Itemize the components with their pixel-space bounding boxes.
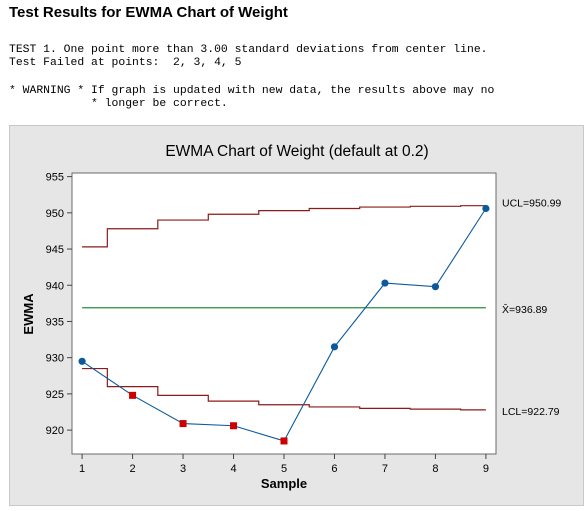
- plot-area: [71, 172, 497, 455]
- test-failed-points: Test Failed at points: 2, 3, 4, 5: [9, 57, 242, 69]
- ucl-line: [82, 205, 486, 248]
- data-point: [381, 279, 389, 287]
- ewma-chart: EWMA Chart of Weight (default at 0.2) 92…: [21, 143, 561, 491]
- failed-data-point: [179, 420, 187, 428]
- x-tick-label: 3: [180, 463, 186, 475]
- x-tick-label: 2: [130, 463, 136, 475]
- series-layer: [78, 204, 490, 445]
- warning-line-1: * WARNING * If graph is updated with new…: [9, 85, 495, 97]
- limit-layer: [82, 205, 486, 411]
- x-tick-label: 4: [230, 463, 236, 475]
- y-tick-label: 955: [46, 172, 64, 184]
- chart-title: EWMA Chart of Weight (default at 0.2): [165, 143, 428, 160]
- x-tick-label: 5: [281, 463, 287, 475]
- lcl-line: [82, 367, 486, 411]
- test-description: TEST 1. One point more than 3.00 standar…: [9, 44, 488, 56]
- y-tick-label: 950: [46, 208, 64, 220]
- tick-layer: 920 925 930 935 940 945 950 955 1 2 3 4 5 6 7 8 9: [46, 172, 489, 475]
- chart-panel: EWMA Chart of Weight (default at 0.2) 92…: [9, 125, 584, 506]
- x-tick-label: 6: [331, 463, 337, 475]
- failed-data-point: [230, 422, 238, 430]
- x-tick-label: 7: [382, 463, 388, 475]
- page-title: Test Results for EWMA Chart of Weight: [9, 4, 288, 21]
- ucl-label: UCL=950.99: [502, 198, 561, 210]
- data-point: [78, 357, 86, 365]
- x-axis-label: Sample: [261, 476, 307, 491]
- lcl-label: LCL=922.79: [502, 406, 560, 418]
- center-line-label: X̄=936.89: [502, 303, 547, 316]
- data-point: [431, 283, 440, 291]
- y-tick-label: 930: [46, 353, 64, 365]
- data-point: [482, 204, 490, 213]
- y-axis-label: EWMA: [21, 293, 36, 335]
- data-point: [330, 343, 339, 351]
- y-tick-label: 940: [46, 280, 64, 292]
- x-tick-label: 9: [483, 463, 489, 475]
- y-tick-label: 920: [46, 425, 64, 437]
- y-tick-label: 935: [46, 316, 64, 328]
- x-tick-label: 1: [79, 463, 85, 475]
- failed-data-point: [280, 437, 288, 445]
- warning-line-2: * longer be correct.: [9, 98, 228, 110]
- failed-data-point: [129, 391, 137, 399]
- y-tick-label: 945: [46, 244, 64, 256]
- y-tick-label: 925: [46, 389, 64, 401]
- x-tick-label: 8: [432, 463, 438, 475]
